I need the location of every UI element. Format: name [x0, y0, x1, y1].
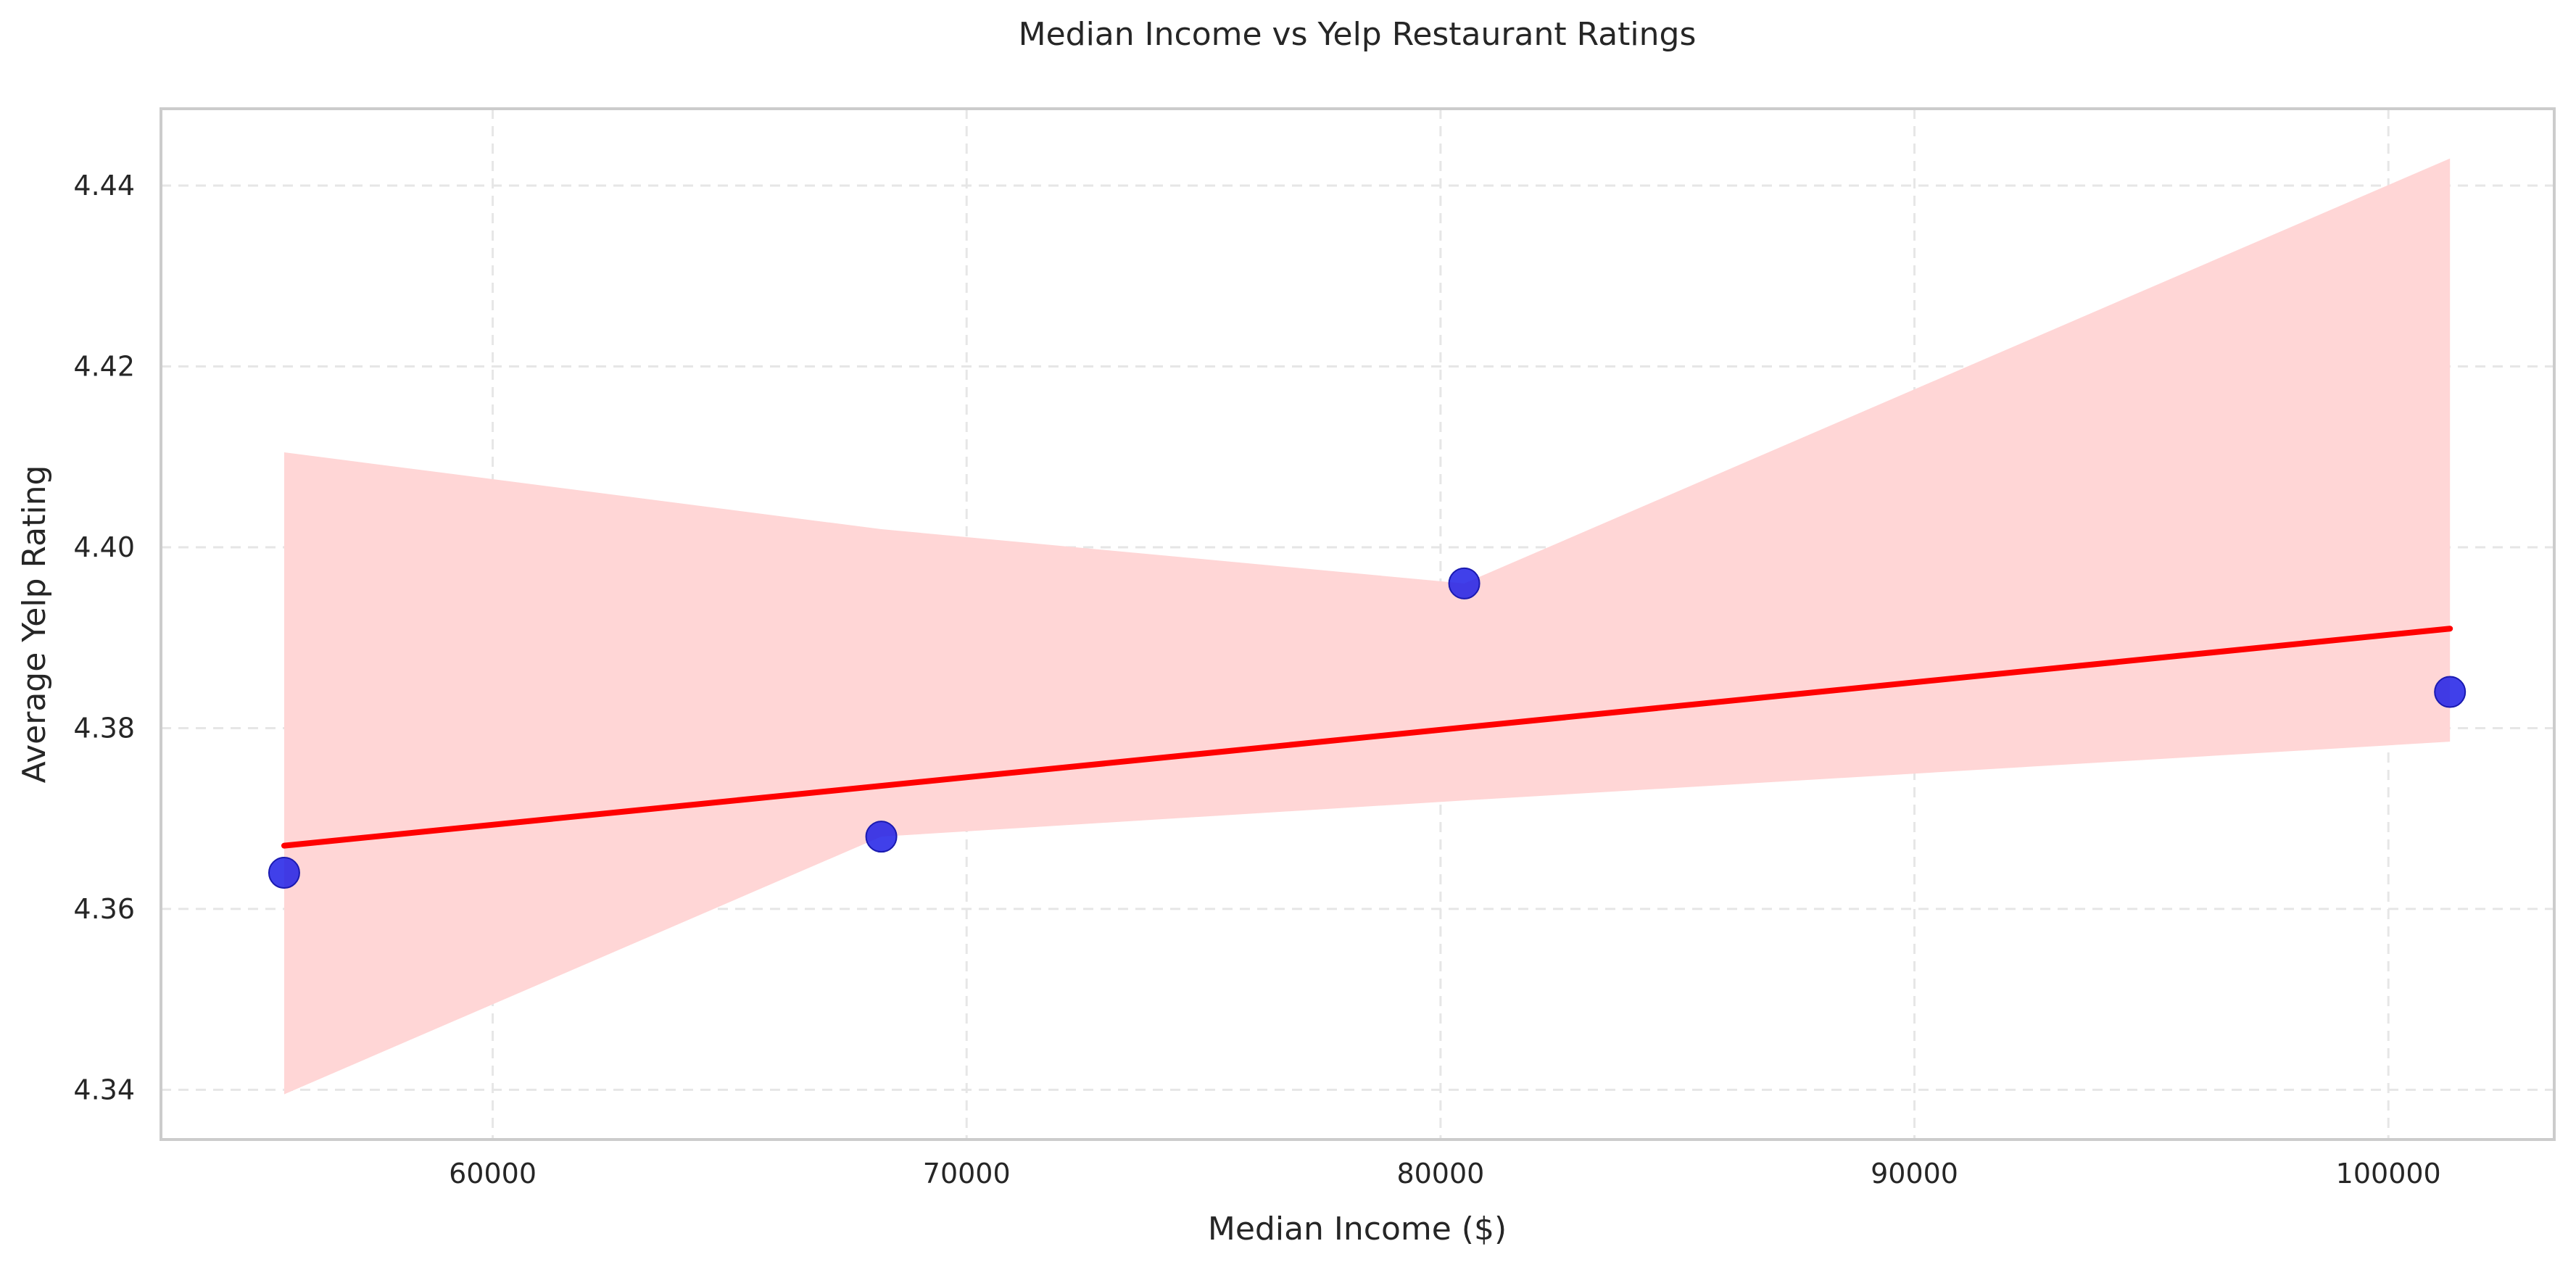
data-point — [268, 857, 300, 889]
chart-title: Median Income vs Yelp Restaurant Ratings — [1019, 16, 1697, 53]
tick-labels-layer: 60000 70000 80000 90000 100000 4.34 4.36 4.38 4.… — [73, 170, 2440, 1190]
x-tick-label: 60000 — [449, 1158, 537, 1190]
y-tick-label: 4.42 — [73, 351, 135, 383]
data-points-layer — [268, 567, 2467, 889]
regression-line — [281, 626, 2453, 849]
regression-line-layer — [281, 626, 2453, 849]
y-axis-label: Average Yelp Rating — [16, 465, 53, 784]
y-tick-label: 4.44 — [73, 170, 135, 202]
data-point — [1448, 567, 1480, 599]
x-tick-label: 100000 — [2336, 1158, 2441, 1190]
x-tick-label: 80000 — [1396, 1158, 1484, 1190]
y-tick-label: 4.38 — [73, 712, 135, 744]
y-tick-label: 4.40 — [73, 531, 135, 563]
x-tick-label: 90000 — [1871, 1158, 1958, 1190]
plot-frame — [160, 107, 2556, 1141]
confidence-band — [283, 158, 2451, 1095]
y-tick-label: 4.36 — [73, 893, 135, 925]
x-axis-label: Median Income ($) — [1208, 1211, 1507, 1248]
data-point — [865, 821, 898, 853]
data-point — [2434, 676, 2467, 708]
y-tick-label: 4.34 — [73, 1074, 135, 1105]
confidence-band-layer — [283, 158, 2451, 1095]
x-tick-label: 70000 — [923, 1158, 1011, 1190]
